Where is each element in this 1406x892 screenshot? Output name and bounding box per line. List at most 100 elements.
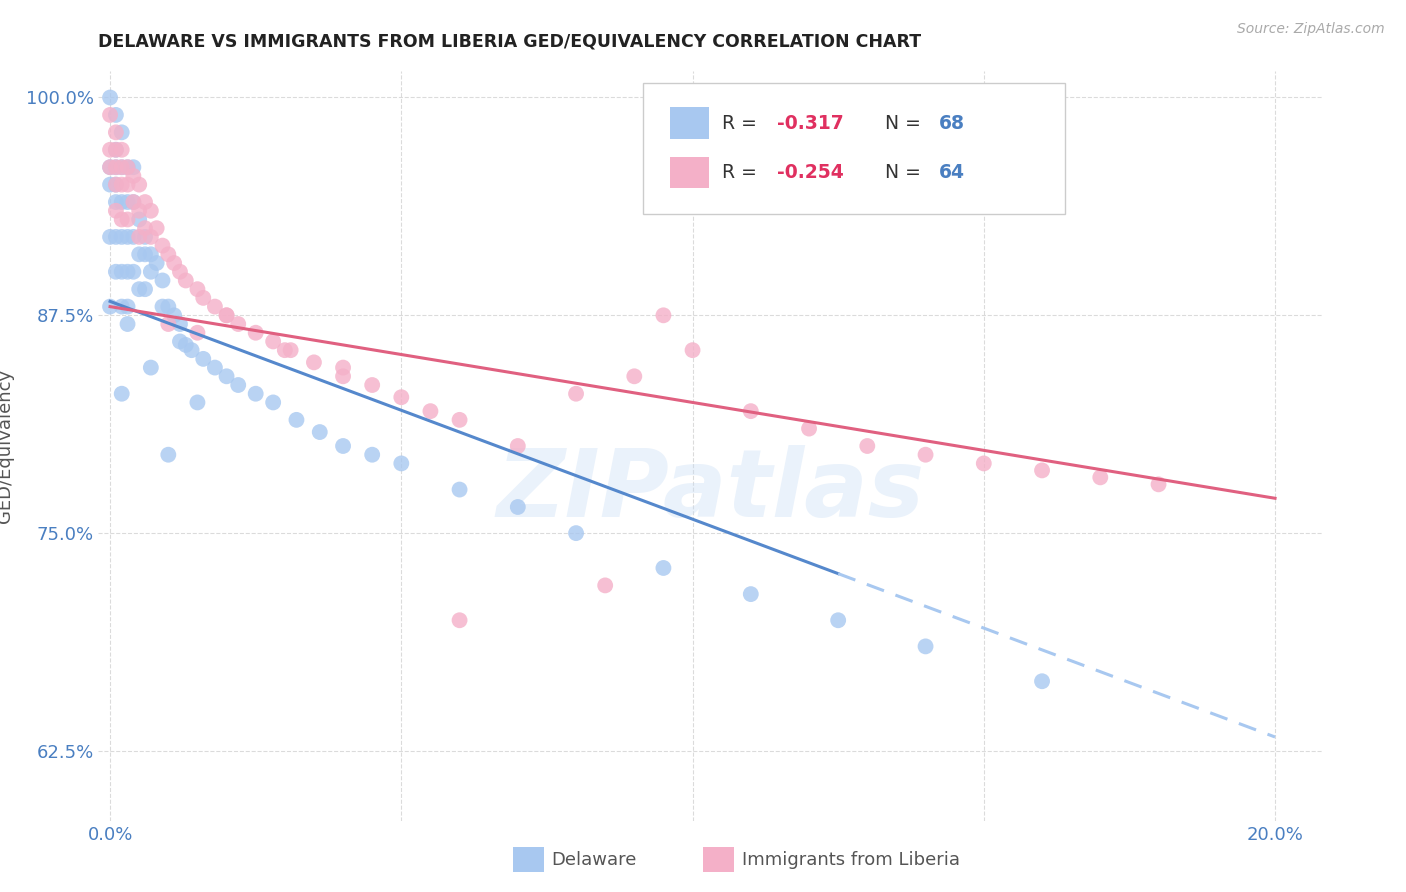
Point [145, 221, 167, 235]
Point [245, 386, 267, 401]
Point [1147, 477, 1170, 491]
Point [111, 143, 134, 157]
Point [117, 178, 139, 192]
Point [152, 273, 174, 287]
Y-axis label: GED/Equivalency: GED/Equivalency [0, 369, 14, 523]
Point [104, 203, 127, 218]
Point [98, 90, 121, 104]
Point [856, 439, 879, 453]
Point [111, 386, 134, 401]
Text: 64: 64 [939, 163, 965, 182]
Point [128, 247, 150, 261]
Point [506, 439, 529, 453]
Point [98, 143, 121, 157]
Point [134, 282, 156, 296]
Point [186, 282, 208, 296]
Point [128, 203, 150, 218]
Point [98, 300, 121, 314]
Text: N =: N = [884, 113, 927, 133]
Point [122, 169, 145, 183]
Point [274, 343, 297, 358]
Point [122, 265, 145, 279]
Point [104, 178, 127, 192]
Point [104, 195, 127, 210]
Point [449, 613, 471, 627]
Point [128, 230, 150, 244]
Point [332, 439, 354, 453]
Point [226, 378, 249, 392]
Point [302, 355, 325, 369]
Point [215, 308, 238, 322]
Point [139, 247, 162, 261]
Point [98, 230, 121, 244]
Point [98, 160, 121, 174]
Point [152, 300, 174, 314]
Point [285, 413, 308, 427]
Point [145, 256, 167, 270]
Text: DELAWARE VS IMMIGRANTS FROM LIBERIA GED/EQUIVALENCY CORRELATION CHART: DELAWARE VS IMMIGRANTS FROM LIBERIA GED/… [98, 32, 921, 50]
Point [98, 160, 121, 174]
Bar [669, 107, 709, 139]
Point [169, 265, 191, 279]
Point [134, 195, 156, 210]
Point [117, 160, 139, 174]
Text: N =: N = [884, 163, 927, 182]
Point [262, 334, 284, 349]
Point [104, 160, 127, 174]
Point [98, 178, 121, 192]
Point [134, 221, 156, 235]
Point [122, 230, 145, 244]
Point [1090, 470, 1112, 484]
Text: R =: R = [723, 163, 763, 182]
Point [361, 378, 384, 392]
Point [104, 108, 127, 122]
Point [204, 360, 226, 375]
Point [280, 343, 302, 358]
Point [973, 457, 995, 471]
Point [111, 212, 134, 227]
Point [139, 230, 162, 244]
Text: Source: ZipAtlas.com: Source: ZipAtlas.com [1237, 22, 1385, 37]
Point [117, 317, 139, 331]
Point [174, 338, 197, 352]
Point [1031, 674, 1053, 689]
Point [914, 448, 936, 462]
Point [914, 640, 936, 654]
Text: R =: R = [723, 113, 763, 133]
Point [111, 300, 134, 314]
Point [186, 395, 208, 409]
Text: ZIPatlas: ZIPatlas [496, 445, 924, 537]
Point [332, 369, 354, 384]
Point [122, 160, 145, 174]
Point [193, 291, 215, 305]
Text: -0.317: -0.317 [778, 113, 844, 133]
Point [308, 425, 330, 439]
Point [565, 526, 588, 541]
Point [104, 178, 127, 192]
Point [506, 500, 529, 514]
Point [117, 212, 139, 227]
Point [122, 195, 145, 210]
Point [111, 230, 134, 244]
Point [449, 483, 471, 497]
Text: Immigrants from Liberia: Immigrants from Liberia [742, 851, 960, 869]
Point [389, 457, 412, 471]
Point [111, 195, 134, 210]
Point [157, 317, 180, 331]
Point [139, 203, 162, 218]
Point [111, 265, 134, 279]
Point [226, 317, 249, 331]
Point [389, 390, 412, 404]
Point [163, 256, 186, 270]
Point [111, 160, 134, 174]
Point [104, 143, 127, 157]
Point [449, 413, 471, 427]
Point [134, 230, 156, 244]
Point [419, 404, 441, 418]
Point [827, 613, 849, 627]
Text: 68: 68 [939, 113, 965, 133]
Point [623, 369, 645, 384]
Point [128, 282, 150, 296]
Point [652, 561, 675, 575]
Point [262, 395, 284, 409]
